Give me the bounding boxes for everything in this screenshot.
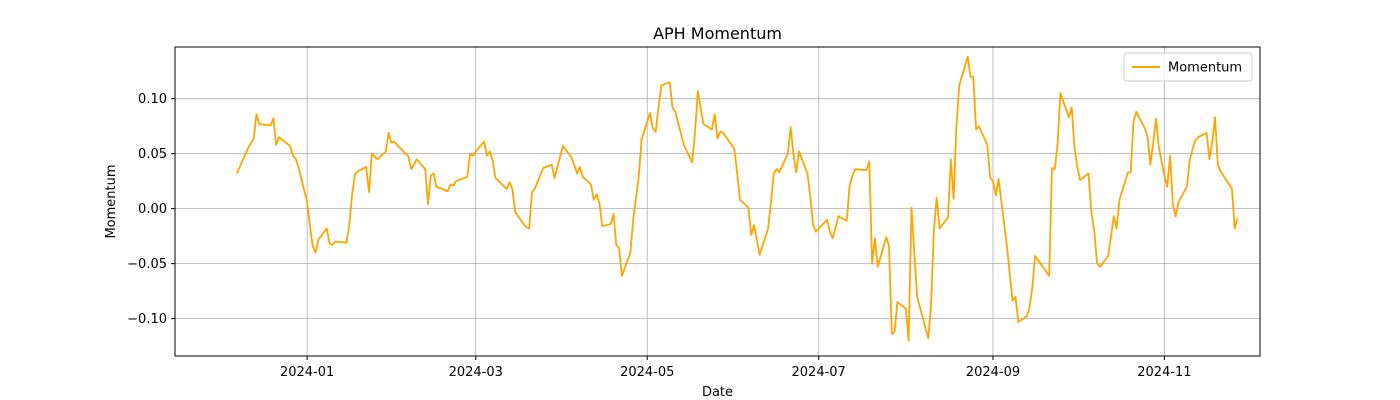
y-axis-title: Momentum (104, 164, 119, 238)
plot-frame (174, 46, 1261, 357)
legend-box (1123, 52, 1253, 82)
y-tick-label: 0.05 (138, 147, 167, 162)
legend-label: Momentum (1168, 61, 1242, 76)
x-tick-label: 2024-11 (1137, 365, 1191, 380)
chart-title: APH Momentum (653, 24, 782, 43)
y-tick-label: 0.10 (138, 92, 167, 107)
series-layer (235, 56, 1239, 342)
x-tick-label: 2024-07 (792, 365, 846, 380)
x-tick-label: 2024-03 (449, 365, 503, 380)
x-axis-title: Date (702, 385, 733, 400)
x-tick-label: 2024-01 (280, 365, 334, 380)
ticks: 2024-01 2024-03 2024-05 2024-07 2024-09 2024-… (127, 92, 1191, 380)
x-tick-label: 2024-09 (966, 365, 1020, 380)
grid (175, 47, 1260, 356)
y-tick-label: −0.10 (127, 312, 167, 327)
series-line-momentum (235, 56, 1239, 342)
y-tick-label: 0.00 (138, 202, 167, 217)
legend: Momentum (1123, 52, 1253, 82)
y-tick-label: −0.05 (127, 257, 167, 272)
x-tick-label: 2024-05 (620, 365, 674, 380)
